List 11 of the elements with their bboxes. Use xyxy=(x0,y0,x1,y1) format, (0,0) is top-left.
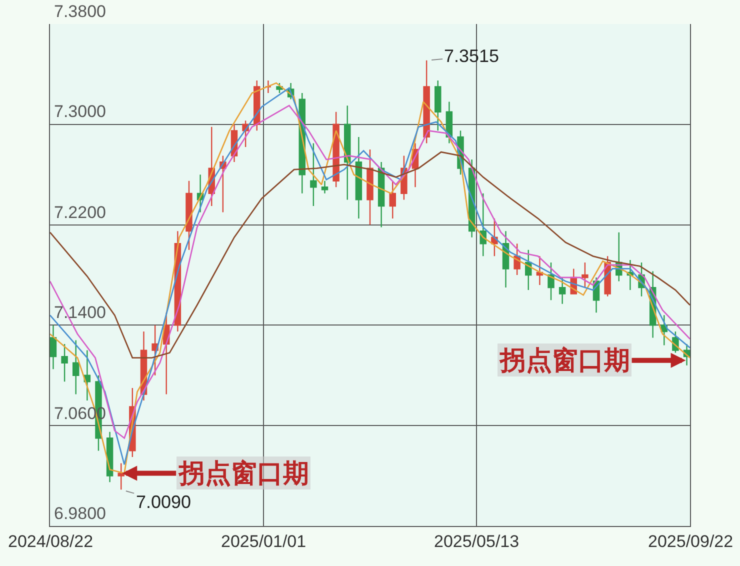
x-tick-label: 2025/05/13 xyxy=(434,532,520,551)
annotation: 拐点窗口期 xyxy=(499,345,630,375)
annotation: 7.0090 xyxy=(136,492,192,512)
y-tick-label: 7.3800 xyxy=(54,2,106,21)
annotation: 拐点窗口期 xyxy=(178,458,309,488)
x-tick-label: 2025/09/22 xyxy=(648,532,734,551)
x-tick-label: 2025/01/01 xyxy=(221,532,306,551)
y-tick-label: 7.2200 xyxy=(54,203,106,222)
y-tick-label: 7.3000 xyxy=(54,102,106,121)
y-tick-label: 6.9800 xyxy=(54,504,106,523)
x-tick-label: 2024/08/22 xyxy=(8,532,94,551)
